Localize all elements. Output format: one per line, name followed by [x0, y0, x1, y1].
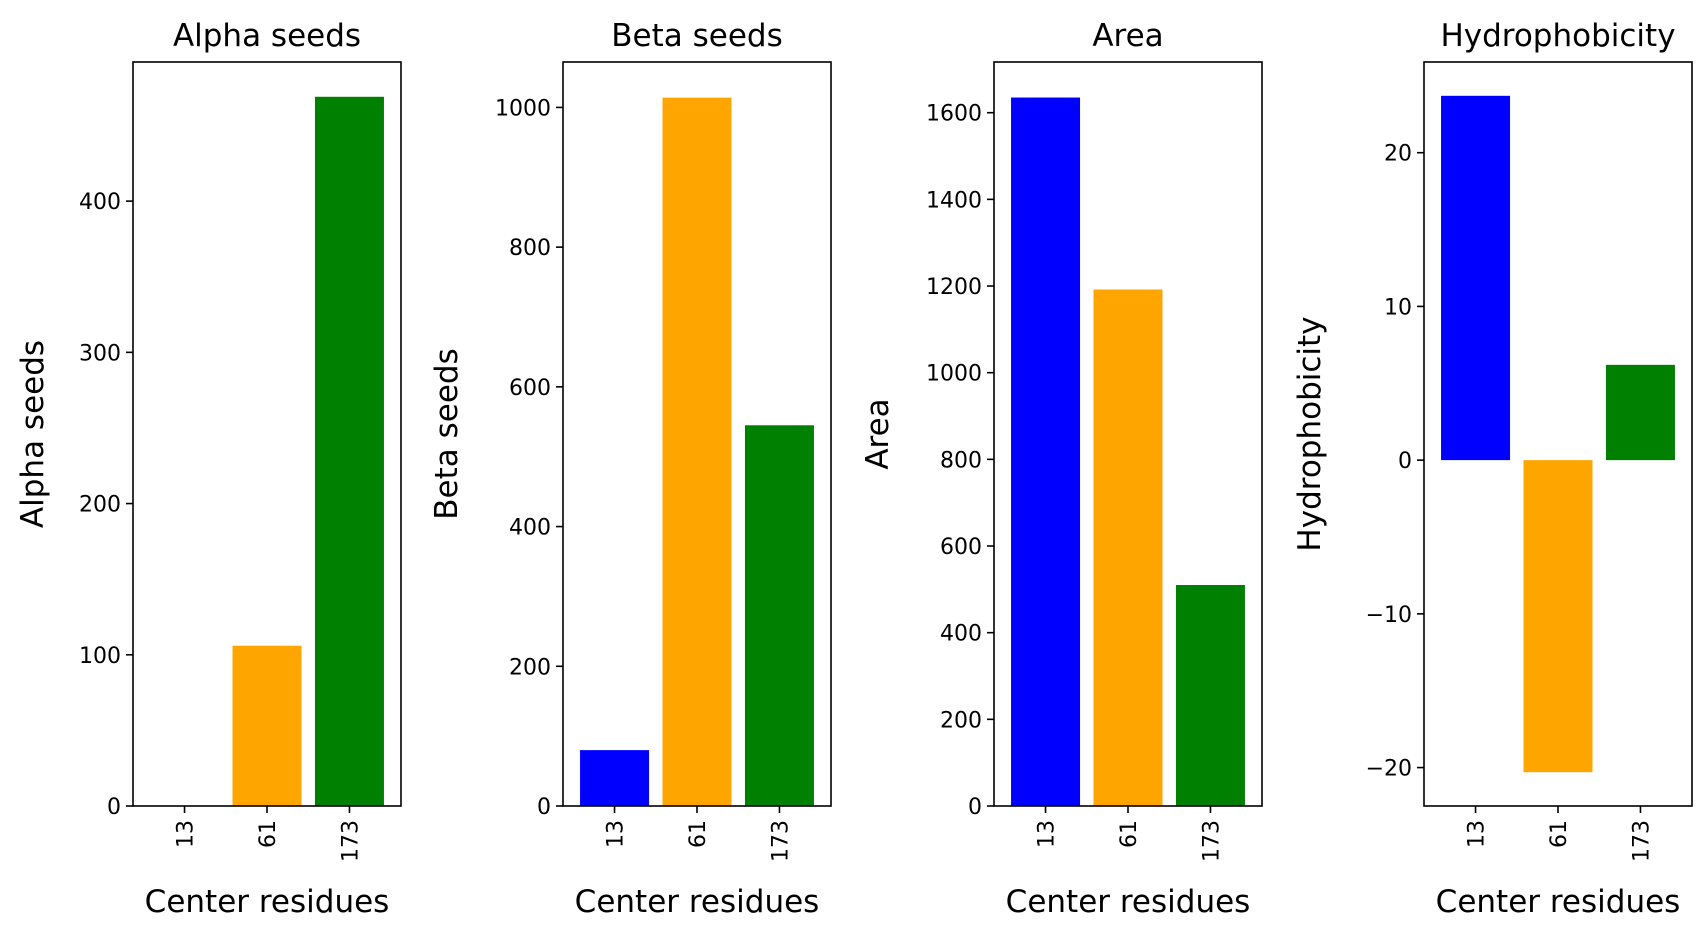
- x-tick-label: 61: [1117, 820, 1142, 848]
- bar: [1441, 95, 1511, 461]
- y-tick-label: 600: [509, 376, 551, 401]
- x-axis-label: Center residues: [145, 884, 390, 920]
- y-tick-label: 200: [940, 708, 982, 733]
- y-tick-label: 1000: [495, 96, 551, 121]
- y-tick-label: 1200: [926, 275, 982, 300]
- x-tick-label: 173: [768, 820, 793, 862]
- chart-title: Hydrophobicity: [1440, 18, 1675, 54]
- y-tick-label: 400: [940, 622, 982, 647]
- y-axis-label: Hydrophobicity: [1292, 316, 1328, 551]
- y-tick-label: −10: [1366, 603, 1412, 628]
- bar: [314, 96, 384, 806]
- y-tick-label: 1600: [926, 102, 982, 127]
- chart-panel: 0 100 200 300 400 13 61 173 Alpha seeds Center re…: [15, 18, 402, 920]
- chart-panel: 0 200 400 600 800 1000 1200 1400 1600 13 61 173 Area…: [860, 18, 1263, 920]
- chart-title: Area: [1092, 18, 1163, 54]
- bar: [1093, 289, 1163, 806]
- y-tick-label: 400: [509, 516, 551, 541]
- chart-title: Alpha seeds: [173, 18, 361, 54]
- chart-title: Beta seeds: [611, 18, 782, 54]
- y-axis-label: Area: [860, 398, 896, 469]
- y-tick-label: 200: [509, 655, 551, 680]
- x-tick-label: 61: [1547, 820, 1572, 848]
- x-tick-label: 13: [604, 820, 629, 848]
- x-tick-label: 13: [1465, 820, 1490, 848]
- y-tick-label: 0: [968, 795, 982, 820]
- y-tick-label: −20: [1366, 757, 1412, 782]
- y-tick-label: 600: [940, 535, 982, 560]
- bar: [1605, 364, 1675, 461]
- x-tick-label: 13: [1035, 820, 1060, 848]
- y-tick-label: 200: [79, 493, 121, 518]
- x-axis-label: Center residues: [1436, 884, 1681, 920]
- x-tick-label: 13: [174, 820, 199, 848]
- bar: [1175, 585, 1245, 806]
- y-tick-label: 1000: [926, 362, 982, 387]
- x-tick-label: 173: [1199, 820, 1224, 862]
- y-axis-label: Beta seeds: [429, 348, 465, 519]
- y-tick-label: 0: [1398, 449, 1412, 474]
- x-tick-label: 173: [1629, 820, 1654, 862]
- chart-panel: −20 −10 0 10 20 13 61 173 Hydrophobicity Center r…: [1292, 18, 1693, 920]
- bar: [1011, 97, 1081, 806]
- bar: [580, 750, 650, 806]
- y-tick-label: 0: [107, 795, 121, 820]
- x-tick-label: 61: [256, 820, 281, 848]
- y-tick-label: 10: [1384, 295, 1412, 320]
- y-tick-label: 20: [1384, 142, 1412, 167]
- x-axis-label: Center residues: [575, 884, 820, 920]
- y-tick-label: 300: [79, 341, 121, 366]
- y-tick-label: 0: [537, 795, 551, 820]
- y-tick-label: 100: [79, 644, 121, 669]
- x-axis-label: Center residues: [1006, 884, 1251, 920]
- y-tick-label: 1400: [926, 188, 982, 213]
- chart-panel: 0 200 400 600 800 1000 13 61 173 Beta seeds Center…: [429, 18, 832, 920]
- x-tick-label: 61: [686, 820, 711, 848]
- bar: [744, 425, 814, 806]
- bar: [1523, 460, 1593, 773]
- y-axis-label: Alpha seeds: [15, 340, 51, 528]
- y-tick-label: 800: [509, 236, 551, 261]
- bar: [662, 97, 732, 806]
- bar: [232, 645, 302, 806]
- y-tick-label: 400: [79, 190, 121, 215]
- x-tick-label: 173: [338, 820, 363, 862]
- y-tick-label: 800: [940, 448, 982, 473]
